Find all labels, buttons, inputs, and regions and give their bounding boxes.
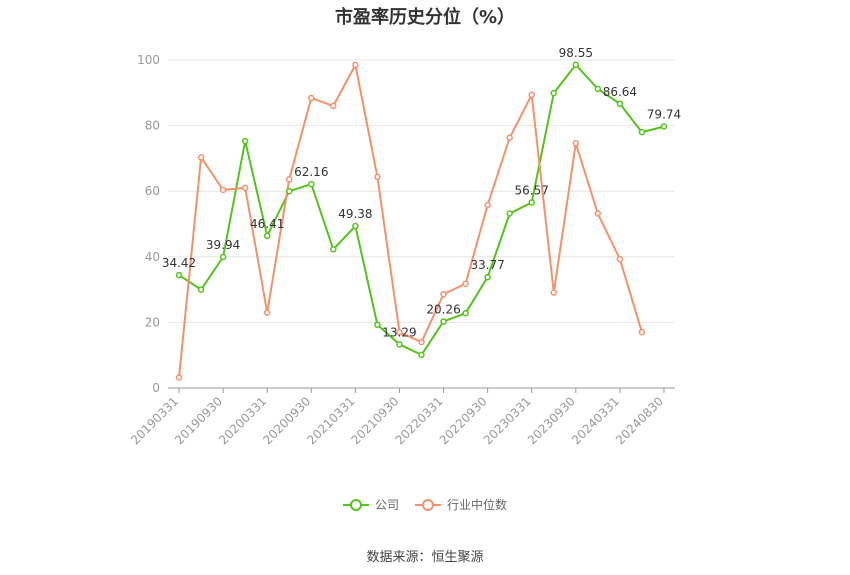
legend: 公司 行业中位数 xyxy=(0,496,850,515)
data-label: 13.29 xyxy=(382,325,416,339)
data-point xyxy=(308,180,315,188)
data-point xyxy=(197,286,205,293)
data-point xyxy=(374,173,381,181)
y-axis-ticks: 0 20 40 60 80 100 xyxy=(137,53,160,395)
source-note: 数据来源：恒生聚源 xyxy=(366,550,484,565)
data-point xyxy=(594,85,602,93)
data-label: 34.42 xyxy=(162,256,196,270)
data-point xyxy=(241,137,249,145)
data-label: 33.77 xyxy=(470,258,504,272)
data-label: 39.94 xyxy=(206,238,240,252)
data-point xyxy=(638,128,646,136)
data-point xyxy=(241,184,249,192)
legend-item[interactable]: 公司 xyxy=(342,496,399,513)
line-chart: 0 20 40 60 80 100 201903312019093020200331202… xyxy=(128,46,681,448)
legend-swatch xyxy=(415,498,441,511)
series-line-1 xyxy=(178,61,643,378)
data-label: 20.26 xyxy=(426,303,460,317)
data-point xyxy=(616,255,624,263)
data-point xyxy=(175,374,183,381)
series-line-0 xyxy=(178,63,665,357)
data-point xyxy=(330,246,337,253)
data-label: 56.57 xyxy=(515,183,549,197)
data-label: 98.55 xyxy=(559,46,593,60)
data-point xyxy=(440,318,447,325)
data-label: 46.41 xyxy=(250,217,284,231)
data-point xyxy=(550,89,558,97)
data-point xyxy=(572,61,580,69)
legend-swatch-marker xyxy=(422,498,434,511)
data-point xyxy=(660,123,668,130)
y-tick-label: 0 xyxy=(152,381,160,395)
data-labels: 34.42 39.94 46.41 62.16 49.38 13.29 20.26 33.77… xyxy=(162,46,681,340)
data-point xyxy=(462,280,469,287)
data-point xyxy=(285,187,293,195)
data-point xyxy=(638,328,646,336)
data-point xyxy=(396,328,403,336)
legend-swatch-marker xyxy=(349,498,362,511)
x-tick-label: 20240830 xyxy=(613,394,666,447)
y-tick-label: 60 xyxy=(145,184,160,198)
data-point xyxy=(418,338,425,346)
grid-lines xyxy=(168,59,675,389)
data-point xyxy=(352,61,359,69)
data-point xyxy=(528,91,535,99)
data-point xyxy=(219,186,227,194)
data-point xyxy=(484,273,491,281)
data-point xyxy=(506,210,513,217)
data-point xyxy=(418,351,425,359)
data-point xyxy=(572,140,580,147)
legend-label: 行业中位数 xyxy=(447,498,508,512)
data-point xyxy=(440,290,447,298)
legend-item[interactable]: 行业中位数 xyxy=(415,496,507,513)
data-point xyxy=(374,321,381,328)
data-point xyxy=(506,134,513,141)
data-point xyxy=(263,309,271,316)
data-point xyxy=(330,102,337,110)
data-point xyxy=(462,309,469,317)
data-point xyxy=(484,201,491,209)
data-point xyxy=(550,289,558,296)
data-point xyxy=(285,176,293,183)
series-points xyxy=(175,61,668,381)
legend-label: 公司 xyxy=(374,498,399,512)
data-label: 79.74 xyxy=(647,107,681,121)
y-tick-label: 80 xyxy=(145,119,160,133)
data-point xyxy=(594,210,602,217)
data-point xyxy=(175,271,183,279)
data-point xyxy=(197,154,205,161)
data-label: 62.16 xyxy=(294,165,328,179)
y-tick-label: 100 xyxy=(137,53,160,67)
data-point xyxy=(352,222,359,230)
data-point xyxy=(219,253,227,261)
data-point xyxy=(528,199,535,206)
x-axis: 2019033120190930202003312020093020210331… xyxy=(128,387,675,447)
data-point xyxy=(263,232,271,240)
data-label: 49.38 xyxy=(338,207,372,221)
data-point xyxy=(616,100,624,108)
y-tick-label: 40 xyxy=(145,250,160,264)
y-tick-label: 20 xyxy=(145,315,160,329)
chart-title: 市盈率历史分位（%） xyxy=(334,7,516,28)
legend-swatch xyxy=(342,498,369,511)
data-point xyxy=(308,94,315,102)
data-label: 86.64 xyxy=(603,85,637,99)
data-point xyxy=(396,341,403,348)
